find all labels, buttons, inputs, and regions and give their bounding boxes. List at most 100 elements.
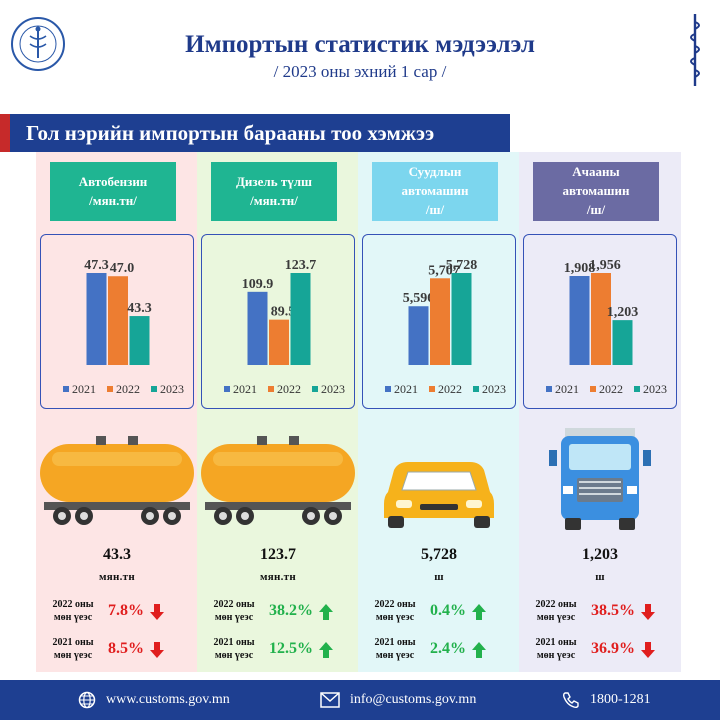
- badge-line: Дизель түлш: [235, 173, 312, 189]
- product-badge: Ачааны автомашин/ш/: [533, 162, 659, 221]
- comparison-row: 2021 оны мөн үеэс 36.9%: [523, 634, 679, 668]
- arrow-down-icon: [641, 642, 655, 658]
- data-label: 109.9: [242, 277, 274, 292]
- bar-2023: [451, 273, 472, 365]
- legend-swatch: [429, 386, 435, 392]
- legend-swatch: [268, 386, 274, 392]
- bar-chart-box: 109.9 89.5 123.7 2021 2022 2023: [201, 234, 355, 409]
- footer-email[interactable]: info@customs.gov.mn: [320, 680, 476, 720]
- email-link[interactable]: info@customs.gov.mn: [350, 692, 477, 707]
- product-column-passenger-car: Суудлын автомашин/ш/ 5,596 5,707 5,728 2021 2…: [358, 152, 520, 672]
- section-title: Гол нэрийн импортын барааны тоо хэмжээ: [26, 121, 435, 145]
- comparison-row: 2022 оны мөн үеэс 7.8%: [40, 596, 196, 630]
- arrow-up-icon: [472, 604, 486, 620]
- arrow-up-icon: [472, 642, 486, 658]
- comparison-label-line: 2021 оны: [535, 637, 577, 648]
- comparison-row: 2022 оны мөн үеэс 38.2%: [201, 596, 357, 630]
- comparison-label: 2021 оны мөн үеэс: [201, 637, 267, 662]
- legend-swatch: [590, 386, 596, 392]
- globe-icon: [78, 691, 96, 709]
- comparison-row: 2021 оны мөн үеэс 2.4%: [362, 634, 518, 668]
- bar-chart: 109.9 89.5 123.7 2021 2022 2023: [224, 258, 345, 396]
- product-badge: Автобензин/мян.тн/: [50, 162, 176, 221]
- footer-phone[interactable]: 1800-1281: [562, 680, 651, 720]
- bar-2021: [247, 291, 268, 365]
- customs-emblem-icon: [11, 17, 65, 71]
- legend-swatch: [63, 386, 69, 392]
- bar-2023: [612, 320, 633, 365]
- legend-swatch: [312, 386, 318, 392]
- badge-line: Суудлын: [408, 164, 462, 180]
- comparison-label-line: мөн үеэс: [53, 649, 93, 661]
- fuel-tanker-icon: [201, 436, 355, 525]
- page-subtitle: / 2023 оны эхний 1 сар /: [273, 62, 447, 81]
- bar-2021: [86, 273, 107, 365]
- comparison-label: 2022 оны мөн үеэс: [523, 599, 589, 624]
- arrow-up-icon: [319, 642, 333, 658]
- fuel-tanker-icon: [40, 436, 194, 525]
- comparison-label-line: 2022 оны: [374, 599, 416, 610]
- bar-2023: [129, 316, 150, 365]
- comparison-percent: 7.8%: [108, 602, 144, 619]
- bar-chart: 47.3 47.0 43.3 2021 2022 2023: [63, 258, 184, 396]
- comparison-label: 2022 оны мөн үеэс: [362, 599, 428, 624]
- comparison-percent: 38.5%: [591, 602, 635, 619]
- comparison-label-line: мөн үеэс: [53, 611, 93, 623]
- legend-swatch: [546, 386, 552, 392]
- phone-number[interactable]: 1800-1281: [590, 692, 651, 707]
- website-link[interactable]: www.customs.gov.mn: [106, 692, 230, 707]
- bar-chart-box: 1,908 1,956 1,203 2021 2022 2023: [523, 234, 677, 409]
- legend-label: 2023: [643, 382, 667, 396]
- summary-unit: мян.тн: [259, 571, 297, 583]
- summary-unit: мян.тн: [98, 571, 136, 583]
- legend-label: 2021: [233, 382, 257, 396]
- badge-line: /мян.тн/: [250, 192, 298, 208]
- arrow-down-icon: [641, 604, 655, 620]
- product-badge: Суудлын автомашин/ш/: [372, 162, 498, 221]
- product-badge: Дизель түлш/мян.тн/: [211, 162, 337, 221]
- legend-swatch: [107, 386, 113, 392]
- data-label: 89.5: [271, 305, 296, 320]
- badge-line: /ш/: [425, 201, 445, 217]
- summary-unit: ш: [434, 571, 444, 583]
- banner-accent: [0, 114, 10, 152]
- comparison-label: 2022 оны мөн үеэс: [40, 599, 106, 624]
- arrow-down-icon: [150, 604, 164, 620]
- comparison-label-line: мөн үеэс: [536, 649, 576, 661]
- footer-website[interactable]: www.customs.gov.mn: [78, 680, 230, 720]
- legend-label: 2022: [599, 382, 623, 396]
- bar-chart-box: 5,596 5,707 5,728 2021 2022 2023: [362, 234, 516, 409]
- header: Импортын статистик мэдээлэл / 2023 оны э…: [0, 0, 720, 112]
- data-label: 1,908: [564, 261, 596, 276]
- data-label: 47.0: [110, 261, 135, 276]
- badge-line: /ш/: [586, 201, 606, 217]
- legend-swatch: [385, 386, 391, 392]
- comparison-label: 2022 оны мөн үеэс: [201, 599, 267, 624]
- legend-label: 2022: [277, 382, 301, 396]
- page-title: Импортын статистик мэдээлэл: [185, 31, 535, 58]
- comparison-label-line: мөн үеэс: [536, 611, 576, 623]
- car-icon: [384, 462, 494, 528]
- bar-2022: [108, 276, 128, 365]
- data-label: 5,596: [403, 291, 435, 306]
- legend-label: 2021: [555, 382, 579, 396]
- summary-value: 43.3: [103, 546, 131, 563]
- legend-label: 2021: [394, 382, 418, 396]
- bar-2022: [591, 273, 611, 365]
- badge-line: автомашин: [562, 183, 630, 199]
- truck-icon: [549, 428, 651, 530]
- comparison-row: 2022 оны мөн үеэс 0.4%: [362, 596, 518, 630]
- mongolian-script-logo-icon: [690, 14, 700, 86]
- comparison-percent: 36.9%: [591, 640, 635, 657]
- arrow-up-icon: [319, 604, 333, 620]
- data-label: 43.3: [127, 301, 152, 316]
- comparison-percent: 12.5%: [269, 640, 313, 657]
- data-label: 1,956: [589, 258, 621, 273]
- legend-label: 2023: [482, 382, 506, 396]
- comparison-row: 2022 оны мөн үеэс 38.5%: [523, 596, 679, 630]
- comparison-percent: 0.4%: [430, 602, 466, 619]
- bar-2021: [408, 306, 429, 365]
- bar-2022: [269, 319, 289, 365]
- comparison-label: 2021 оны мөн үеэс: [362, 637, 428, 662]
